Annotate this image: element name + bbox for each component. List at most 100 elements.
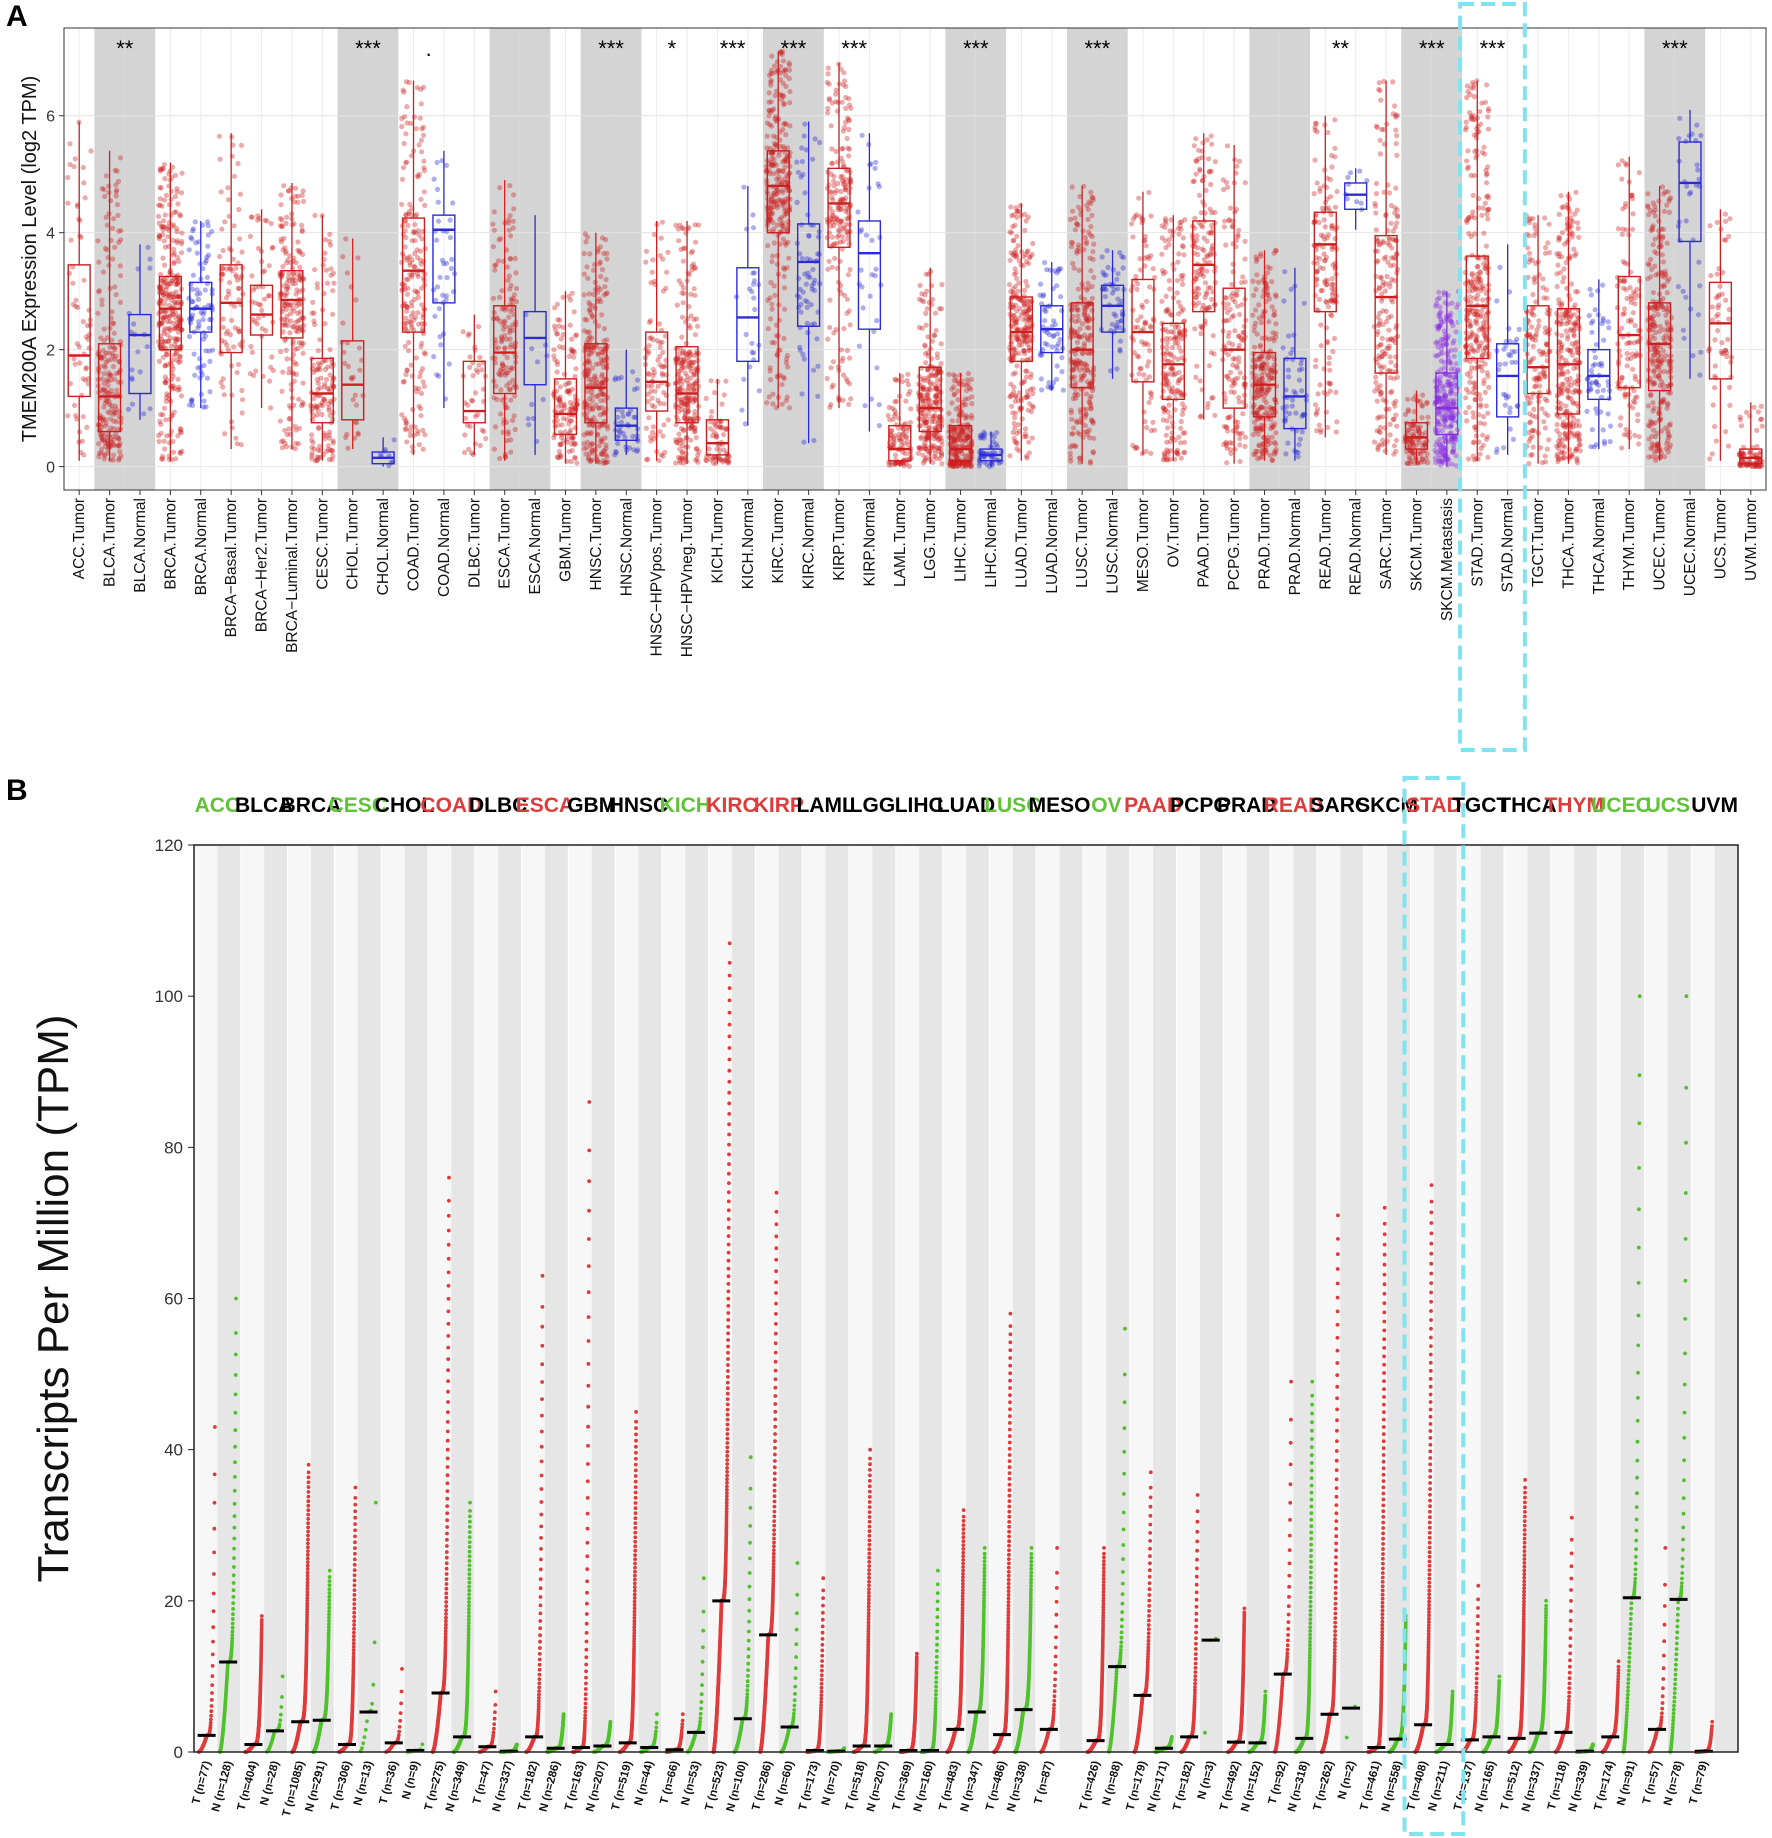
data-point: [163, 380, 168, 385]
data-point: [322, 382, 327, 387]
data-point: [288, 406, 293, 411]
data-point: [207, 359, 212, 364]
data-point: [476, 324, 481, 329]
data-point: [506, 431, 511, 436]
data-point: [345, 270, 350, 275]
data-point: [650, 337, 655, 342]
data-point: [240, 291, 245, 296]
data-point: [585, 359, 590, 364]
data-point: [239, 143, 244, 148]
data-point: [467, 331, 472, 336]
data-point: [73, 413, 78, 418]
data-point: [600, 361, 605, 366]
data-point: [284, 348, 289, 353]
data-point: [438, 342, 443, 347]
data-point: [635, 378, 640, 383]
data-point: [222, 431, 227, 436]
data-point: [435, 160, 440, 165]
data-point: [499, 288, 504, 293]
data-point: [646, 415, 651, 420]
data-point: [605, 426, 610, 431]
data-point: [678, 247, 683, 252]
data-point: [231, 344, 236, 349]
data-point: [663, 286, 668, 291]
data-point: [503, 455, 508, 460]
data-point: [84, 365, 89, 370]
data-point: [65, 201, 70, 206]
data-point: [81, 165, 86, 170]
data-point: [278, 418, 283, 423]
data-point: [164, 275, 169, 280]
data-point: [108, 357, 113, 362]
data-point: [324, 377, 329, 382]
data-point: [240, 397, 245, 402]
data-point: [96, 260, 101, 265]
data-point: [110, 257, 115, 262]
data-point: [328, 347, 333, 352]
data-point: [96, 441, 101, 446]
data-point: [342, 361, 347, 366]
data-point: [492, 268, 497, 273]
data-point: [693, 240, 698, 245]
data-point: [326, 402, 331, 407]
data-point: [106, 350, 111, 355]
data-point: [148, 406, 153, 411]
data-point: [84, 425, 89, 430]
data-point: [248, 234, 253, 239]
data-point: [510, 366, 515, 371]
data-point: [146, 245, 151, 250]
data-point: [512, 413, 517, 418]
data-point: [284, 215, 289, 220]
data-point: [416, 322, 421, 327]
data-point: [195, 325, 200, 330]
data-point: [431, 354, 436, 359]
data-point: [115, 213, 120, 218]
data-point: [401, 165, 406, 170]
data-point: [590, 313, 595, 318]
data-point: [514, 299, 519, 304]
data-point: [176, 377, 181, 382]
data-point: [81, 180, 86, 185]
data-point: [676, 432, 681, 437]
data-point: [176, 259, 181, 264]
data-point: [676, 238, 681, 243]
data-point: [418, 87, 423, 92]
data-point: [169, 212, 174, 217]
data-point: [449, 266, 454, 271]
data-point: [299, 223, 304, 228]
data-point: [174, 226, 179, 231]
plot-background: [64, 28, 1766, 490]
data-point: [113, 411, 118, 416]
data-point: [585, 235, 590, 240]
data-point: [416, 274, 421, 279]
data-point: [219, 189, 224, 194]
group-band: [368, 28, 398, 490]
data-point: [440, 258, 445, 263]
data-point: [410, 407, 415, 412]
data-point: [167, 202, 172, 207]
data-point: [301, 381, 306, 386]
data-point: [170, 295, 175, 300]
data-point: [586, 455, 591, 460]
data-point: [508, 437, 513, 442]
data-point: [569, 337, 574, 342]
data-point: [117, 449, 122, 454]
data-point: [600, 372, 605, 377]
data-point: [297, 426, 302, 431]
data-point: [233, 266, 238, 271]
data-point: [340, 320, 345, 325]
data-point: [135, 349, 140, 354]
data-point: [163, 339, 168, 344]
data-point: [330, 288, 335, 293]
data-point: [99, 302, 104, 307]
data-point: [201, 405, 206, 410]
data-point: [421, 159, 426, 164]
data-point: [562, 372, 567, 377]
data-point: [418, 116, 423, 121]
data-point: [235, 278, 240, 283]
data-point: [573, 456, 578, 461]
data-point: [217, 134, 222, 139]
data-point: [202, 398, 207, 403]
data-point: [635, 386, 640, 391]
data-point: [117, 409, 122, 414]
